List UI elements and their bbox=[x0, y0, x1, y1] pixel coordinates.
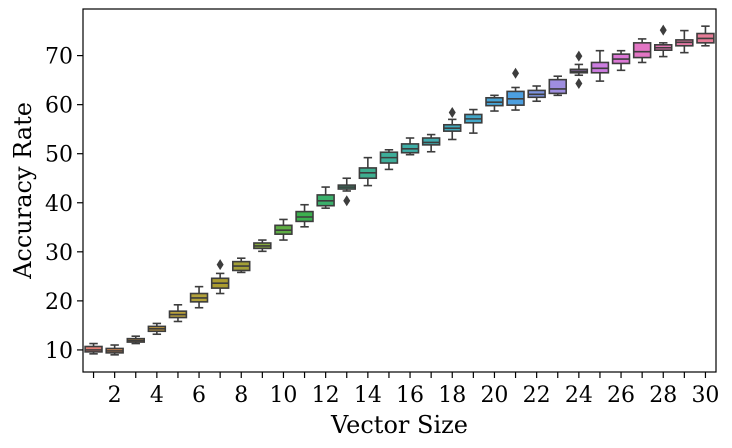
box-17 bbox=[421, 133, 441, 153]
x-tick-label: 4 bbox=[150, 383, 164, 408]
y-tick-label: 60 bbox=[45, 94, 73, 119]
x-tick-label: 14 bbox=[354, 383, 382, 408]
box-16 bbox=[400, 137, 420, 156]
y-tick-label: 40 bbox=[45, 192, 73, 217]
x-tick-label: 2 bbox=[108, 383, 122, 408]
box-5 bbox=[168, 303, 188, 323]
box-3 bbox=[126, 335, 145, 345]
box-26 bbox=[611, 49, 631, 72]
y-axis-label: Accuracy Rate bbox=[9, 102, 37, 280]
box-20 bbox=[485, 94, 504, 112]
box-2 bbox=[105, 344, 124, 356]
box-6 bbox=[189, 285, 209, 309]
box-4 bbox=[147, 322, 167, 336]
box-14 bbox=[358, 156, 378, 187]
y-tick-label: 50 bbox=[45, 143, 73, 168]
box-12 bbox=[316, 186, 335, 209]
outlier-point bbox=[343, 195, 351, 207]
box-18 bbox=[443, 107, 462, 141]
x-tick-label: 12 bbox=[312, 383, 340, 408]
x-axis: 2 4 6 8 10 12 14 16 18 20 22 24 26 28 30 bbox=[92, 372, 719, 408]
box-13 bbox=[337, 177, 356, 207]
box-iqr bbox=[632, 42, 652, 59]
outlier-point bbox=[575, 78, 583, 90]
box-iqr bbox=[548, 78, 567, 95]
y-tick-label: 10 bbox=[45, 339, 73, 364]
box-21 bbox=[506, 67, 525, 111]
x-tick-label: 28 bbox=[649, 383, 677, 408]
x-tick-label: 26 bbox=[607, 383, 635, 408]
box-19 bbox=[464, 108, 483, 134]
x-tick-label: 20 bbox=[480, 383, 508, 408]
outlier-point bbox=[448, 107, 456, 119]
x-tick-label: 8 bbox=[234, 383, 248, 408]
box-27 bbox=[632, 38, 652, 64]
x-tick-label: 24 bbox=[565, 383, 593, 408]
x-tick-label: 30 bbox=[691, 383, 719, 408]
box-8 bbox=[232, 257, 251, 274]
x-tick-label: 18 bbox=[438, 383, 466, 408]
x-tick-label: 16 bbox=[396, 383, 424, 408]
x-tick-label: 10 bbox=[269, 383, 297, 408]
outlier-point bbox=[659, 24, 667, 36]
box-10 bbox=[274, 218, 293, 241]
box-29 bbox=[675, 29, 694, 54]
plot-frame bbox=[82, 8, 717, 373]
outlier-point bbox=[512, 67, 520, 79]
box-iqr bbox=[421, 137, 441, 146]
box-22 bbox=[527, 85, 546, 103]
box-28 bbox=[654, 24, 673, 58]
box-15 bbox=[379, 148, 399, 171]
box-24 bbox=[569, 50, 589, 90]
box-1 bbox=[84, 342, 103, 355]
box-25 bbox=[590, 49, 610, 82]
y-tick-label: 20 bbox=[45, 290, 73, 315]
boxes-layer bbox=[84, 24, 715, 356]
x-tick-label: 6 bbox=[192, 383, 206, 408]
outlier-point bbox=[575, 50, 583, 62]
y-tick-label: 70 bbox=[45, 45, 73, 70]
box-7 bbox=[210, 259, 230, 295]
box-30 bbox=[696, 25, 715, 47]
x-axis-label: Vector Size bbox=[330, 411, 468, 439]
box-9 bbox=[253, 239, 272, 253]
y-tick-label: 30 bbox=[45, 241, 73, 266]
outlier-point bbox=[216, 259, 224, 271]
box-11 bbox=[295, 203, 314, 228]
box-23 bbox=[548, 75, 567, 97]
x-tick-label: 22 bbox=[523, 383, 551, 408]
y-axis: 10 20 30 40 50 60 70 bbox=[45, 45, 83, 364]
